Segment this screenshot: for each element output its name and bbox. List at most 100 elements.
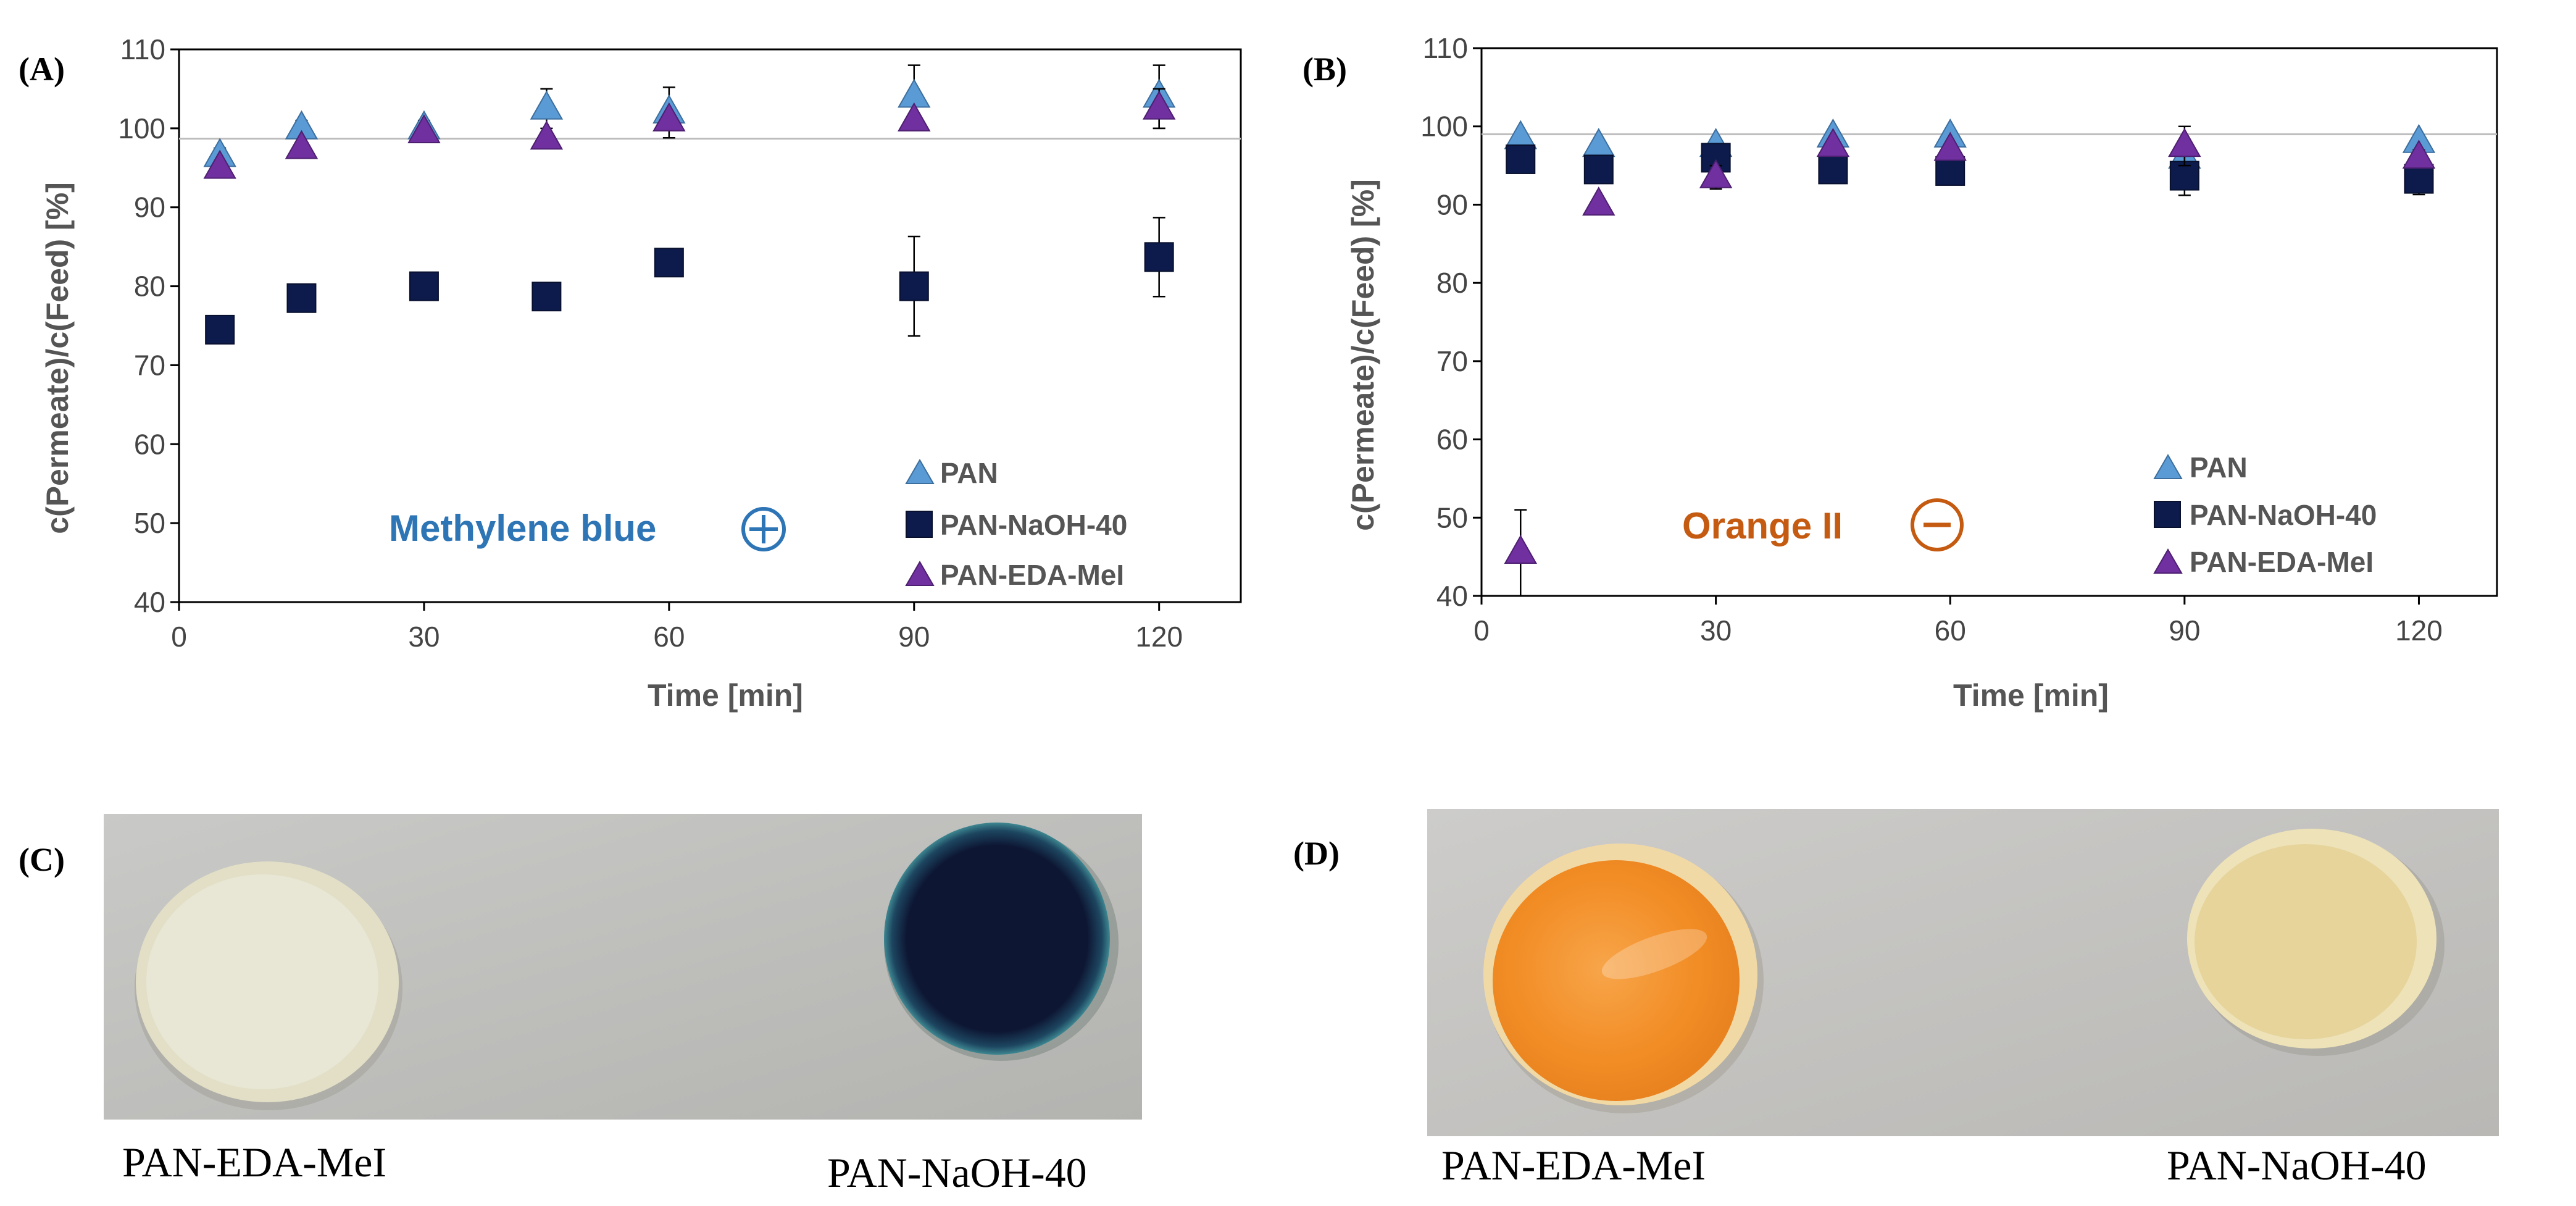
chart-b-axes: 40 50 60 70 80 90 100 110 0 30 60 90 120 <box>1420 32 2498 647</box>
chart-a-ytick-label: 50 <box>134 507 165 539</box>
chart-b-ytick-label: 90 <box>1436 188 1468 220</box>
chart-b-point-pan-naoh-40 <box>1583 154 1614 185</box>
chart-a-ytick-label: 40 <box>134 586 165 618</box>
photo-c-membrane-pan-eda-mei <box>135 861 402 1110</box>
chart-b-point-pan-naoh-40 <box>2404 164 2434 194</box>
chart-b-xtick-label: 60 <box>1935 614 1966 647</box>
panel-label-b: (B) <box>1303 51 1347 88</box>
chart-b-ylabel: c(Permeate)/c(Feed) [%] <box>1346 179 1380 531</box>
chart-a-point-pan <box>530 90 564 120</box>
chart-a-xtick-label: 30 <box>408 621 440 653</box>
legend-b-pan-naoh-40-marker <box>2154 501 2181 528</box>
chart-a-point-pan-eda-mei <box>530 120 564 150</box>
chart-b-point-pan-eda-mei <box>1582 186 1615 216</box>
legend-a-pan-eda-mei-marker <box>905 561 935 586</box>
legend-a-pan-naoh-40-marker <box>906 511 933 538</box>
chart-b-annotation-text: Orange II <box>1682 505 1843 546</box>
chart-a-xtick-label: 90 <box>898 621 930 653</box>
photo-d: (D) PAN-EDA-MeI PAN-NaOH-40 <box>1293 809 2499 1189</box>
photo-d-membrane-pan-naoh-40 <box>2187 829 2445 1056</box>
legend-a-pan-label: PAN <box>940 457 998 489</box>
chart-a-ytick-label: 60 <box>134 428 165 460</box>
chart-a-point-pan-naoh-40 <box>205 314 235 345</box>
chart-a-plot-frame <box>178 48 1242 603</box>
chart-b-xlabel: Time [min] <box>1953 678 2109 713</box>
negative-charge-icon <box>1911 498 1964 551</box>
chart-a-ytick-label: 70 <box>134 349 165 381</box>
chart-b-plot-frame <box>1480 47 2498 597</box>
chart-b-ytick-label: 50 <box>1436 501 1468 534</box>
legend-a-pan-eda-mei-label: PAN-EDA-MeI <box>940 559 1124 591</box>
chart-b-point-pan <box>1582 128 1615 157</box>
chart-a-point-pan-naoh-40 <box>899 271 929 301</box>
photo-d-right-caption: PAN-NaOH-40 <box>2167 1142 2427 1189</box>
chart-b-ytick-label: 60 <box>1436 424 1468 456</box>
chart-a-legend: PAN PAN-NaOH-40 PAN-EDA-MeI <box>905 457 1127 591</box>
chart-b-ytick-label: 110 <box>1423 32 1468 64</box>
chart-b-xtick-label: 90 <box>2169 614 2200 647</box>
legend-a-pan-naoh-40-label: PAN-NaOH-40 <box>940 509 1127 541</box>
chart-b-legend: PAN PAN-NaOH-40 PAN-EDA-MeI <box>2153 451 2377 578</box>
chart-b-point-pan-eda-mei <box>2402 140 2436 169</box>
chart-b-xtick-label: 120 <box>2395 614 2443 647</box>
chart-b-point-pan-eda-mei <box>1504 535 1537 564</box>
chart-b-ytick-label: 80 <box>1436 267 1468 299</box>
chart-a-ylabel: c(Permeate)/c(Feed) [%] <box>40 182 75 534</box>
chart-a-point-pan-eda-mei <box>652 102 686 132</box>
chart-a-point-pan-naoh-40 <box>531 282 562 312</box>
chart-a-point-pan-eda-mei <box>1142 90 1176 120</box>
chart-b-point-pan-eda-mei <box>1933 132 1967 161</box>
chart-b-ytick-label: 40 <box>1436 580 1468 612</box>
chart-b-ytick-label: 100 <box>1420 111 1468 143</box>
chart-a-ytick-label: 90 <box>134 191 165 224</box>
chart-a-marks <box>203 64 1176 345</box>
panel-label-d: (D) <box>1293 835 1340 872</box>
chart-a-point-pan-naoh-40 <box>409 271 439 301</box>
chart-a-point-pan-eda-mei <box>203 149 236 179</box>
photo-c-left-caption: PAN-EDA-MeI <box>122 1139 386 1186</box>
chart-a-xtick-label: 60 <box>653 621 685 653</box>
chart-a-xtick-label: 120 <box>1135 621 1183 653</box>
chart-b-point-pan-eda-mei <box>2168 128 2201 157</box>
legend-b-pan-label: PAN <box>2190 451 2248 484</box>
chart-b-xtick-label: 30 <box>1700 614 1732 647</box>
chart-b: (B) 40 50 60 70 80 90 100 110 0 30 60 90 120 Time [m… <box>1303 32 2498 713</box>
positive-charge-icon <box>741 507 786 551</box>
chart-a-point-pan-eda-mei <box>285 130 319 159</box>
photo-d-membrane-pan-eda-mei <box>1483 844 1764 1113</box>
chart-b-point-pan-eda-mei <box>1699 159 1733 188</box>
chart-b-marks <box>1504 118 2436 597</box>
chart-a-xlabel: Time [min] <box>648 678 803 713</box>
chart-a-xtick-label: 0 <box>171 621 187 653</box>
chart-a-ytick-label: 110 <box>120 33 165 65</box>
legend-b-pan-marker <box>2153 454 2183 479</box>
chart-a-point-pan-naoh-40 <box>654 248 684 278</box>
chart-a-point-pan-eda-mei <box>898 102 931 132</box>
chart-a-axes: 40 50 60 70 80 90 100 110 0 30 60 90 120 <box>118 33 1242 653</box>
chart-a-ytick-label: 100 <box>118 112 165 144</box>
chart-b-point-pan-naoh-40 <box>1818 154 1848 185</box>
chart-a-point-pan-eda-mei <box>407 114 441 143</box>
chart-a-point-pan-naoh-40 <box>1144 242 1174 272</box>
chart-b-ytick-label: 70 <box>1436 345 1468 377</box>
legend-b-pan-naoh-40-label: PAN-NaOH-40 <box>2190 499 2377 531</box>
chart-b-point-pan-naoh-40 <box>1935 156 1965 186</box>
photo-c: (C) PAN-EDA- <box>19 814 1142 1196</box>
chart-b-annotation: Orange II <box>1682 498 1964 551</box>
chart-b-point-pan-eda-mei <box>1816 128 1850 157</box>
photo-c-right-caption: PAN-NaOH-40 <box>827 1149 1087 1196</box>
legend-a-pan-marker <box>905 459 935 484</box>
panel-label-c: (C) <box>19 841 65 878</box>
chart-a-annotation-text: Methylene blue <box>389 508 656 549</box>
legend-b-pan-eda-mei-label: PAN-EDA-MeI <box>2190 546 2374 578</box>
chart-a-point-pan-naoh-40 <box>286 283 317 313</box>
chart-a: (A) 40 50 60 70 80 90 100 110 0 30 60 90 120 Time [m… <box>19 33 1242 713</box>
chart-b-point-pan-naoh-40 <box>1506 144 1536 174</box>
chart-a-ytick-label: 80 <box>134 270 165 303</box>
photo-d-left-caption: PAN-EDA-MeI <box>1441 1142 1706 1189</box>
chart-a-annotation: Methylene blue <box>389 507 786 551</box>
legend-b-pan-eda-mei-marker <box>2153 548 2183 574</box>
panel-label-a: (A) <box>19 51 65 88</box>
chart-b-xtick-label: 0 <box>1473 614 1490 647</box>
